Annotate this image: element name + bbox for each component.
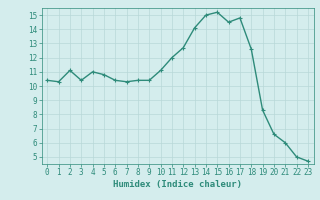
X-axis label: Humidex (Indice chaleur): Humidex (Indice chaleur)	[113, 180, 242, 189]
